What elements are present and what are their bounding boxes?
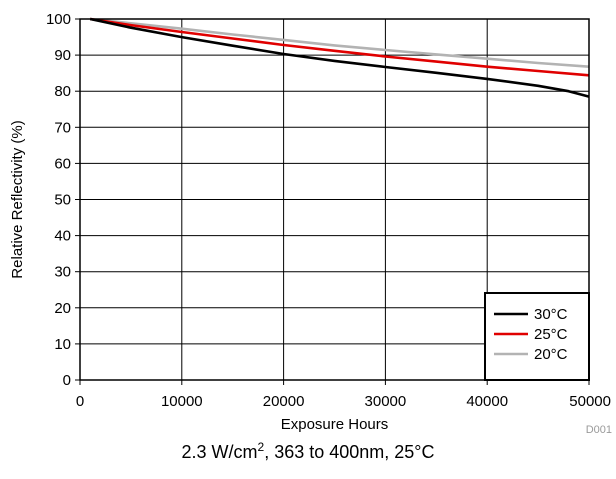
x-tick-label: 0 (76, 393, 84, 410)
legend: 30°C 25°C 20°C (484, 292, 590, 381)
legend-label: 20°C (534, 346, 568, 363)
y-tick-label: 10 (54, 336, 71, 353)
y-tick-label: 40 (54, 228, 71, 245)
series-line-20C (90, 17, 590, 68)
x-tick-label: 20000 (263, 393, 305, 410)
caption-superscript: 2 (257, 440, 265, 454)
y-tick-label: 0 (63, 372, 71, 389)
figure-id: D001 (585, 424, 612, 436)
series-lines (89, 17, 590, 98)
x-axis-title: Exposure Hours (281, 416, 389, 433)
legend-label: 25°C (534, 326, 568, 343)
legend-box (484, 292, 590, 381)
y-tick-label: 60 (54, 155, 71, 172)
y-tick-label: 90 (54, 47, 71, 64)
x-tick-label: 30000 (365, 393, 407, 410)
caption-prefix: 2.3 W/cm (181, 442, 258, 462)
grid (80, 19, 589, 380)
x-tick-labels: 0 10000 20000 30000 40000 50000 (76, 380, 611, 410)
chart-caption: 2.3 W/cm2, 363 to 400nm, 25°C (0, 440, 616, 463)
x-tick-label: 50000 (569, 393, 611, 410)
y-tick-label: 30 (54, 264, 71, 281)
y-axis-title: Relative Reflectivity (%) (9, 120, 26, 278)
x-tick-label: 10000 (161, 393, 203, 410)
y-tick-labels: 0 10 20 30 40 50 60 70 80 90 100 (46, 11, 80, 389)
series-line-30C (89, 17, 590, 98)
series-line-25C (90, 17, 590, 77)
y-tick-label: 50 (54, 192, 71, 209)
y-tick-label: 100 (46, 11, 71, 28)
y-tick-label: 20 (54, 300, 71, 317)
x-tick-label: 40000 (466, 393, 508, 410)
y-tick-label: 70 (54, 119, 71, 136)
legend-label: 30°C (534, 306, 568, 323)
caption-suffix: , 363 to 400nm, 25°C (264, 442, 435, 462)
y-tick-label: 80 (54, 83, 71, 100)
